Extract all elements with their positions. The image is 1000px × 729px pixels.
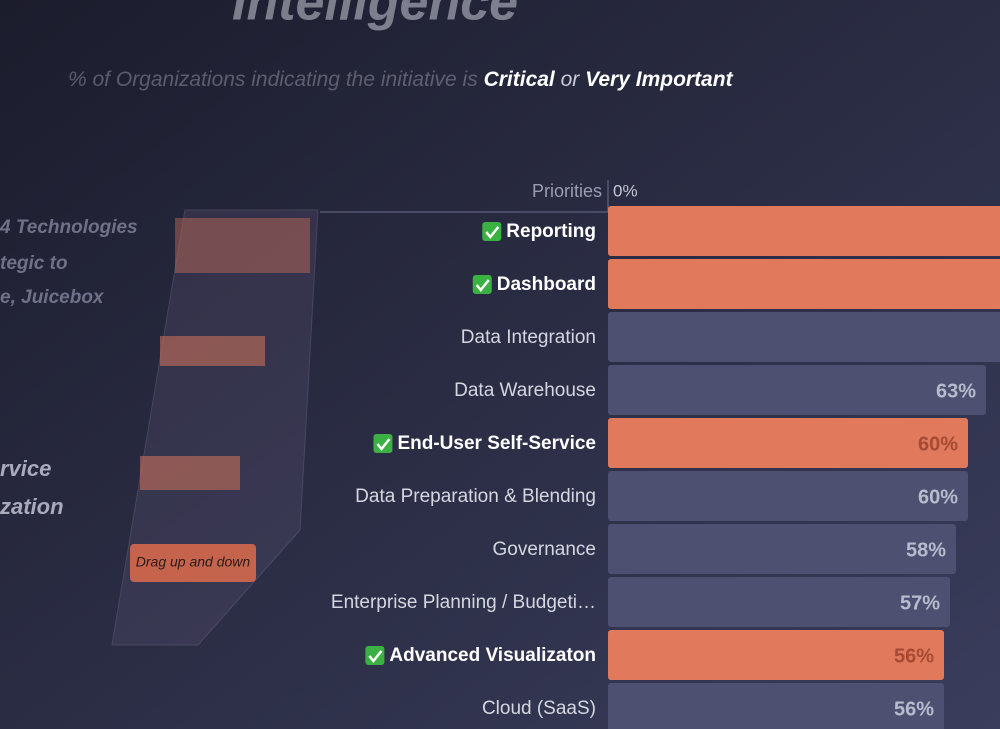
scroll-mark [175, 218, 310, 273]
value-label: 56% [894, 698, 934, 720]
value-label: 63% [936, 380, 976, 402]
category-axis-label: Priorities [532, 181, 602, 201]
subtitle-strong: Critical [484, 68, 556, 91]
side-text: zation [0, 494, 64, 519]
category-label: Cloud (SaaS) [482, 698, 596, 719]
check-mark [475, 279, 490, 293]
check-icon [373, 434, 393, 453]
subtitle: % of Organizations indicating the initia… [68, 68, 734, 91]
side-panel: Drag up and down [111, 209, 319, 646]
subtitle-joiner: or [561, 68, 581, 91]
bar [608, 312, 1000, 362]
drag-button[interactable] [130, 544, 256, 582]
category-label: Governance [492, 539, 596, 560]
bar [608, 259, 1000, 309]
bar [608, 577, 950, 627]
title: Intelligence [232, 0, 518, 32]
check-mark [368, 650, 383, 664]
value-label: 56% [894, 645, 934, 667]
value-label: 57% [900, 592, 940, 614]
subtitle-strong: Very Important [585, 68, 733, 91]
subtitle-lead: % of Organizations indicating the initia… [68, 68, 478, 91]
x-tick-label: 0% [613, 181, 638, 200]
category-label: Data Preparation & Blending [355, 486, 596, 507]
check-icon [472, 275, 492, 294]
bar [608, 524, 956, 574]
side-text: tegic to [0, 253, 68, 274]
category-label: Advanced Visualizaton [389, 645, 596, 666]
drag-button-label[interactable]: Drag up and down [136, 554, 251, 570]
check-mark [376, 438, 391, 452]
category-label: End-User Self-Service [397, 433, 596, 454]
side-text: 4 Technologies [0, 217, 138, 238]
bar [608, 418, 968, 468]
scroll-mark [140, 456, 240, 490]
value-label: 60% [918, 486, 958, 508]
bar [608, 630, 944, 680]
check-icon [482, 222, 502, 241]
side-text: rvice [0, 456, 51, 481]
category-label: Data Warehouse [454, 380, 596, 401]
scroll-mark [160, 336, 265, 366]
category-label: Enterprise Planning / Budgeti… [331, 592, 596, 613]
scroll-track [111, 209, 319, 646]
category-label: Reporting [506, 221, 596, 242]
category-label: Data Integration [461, 327, 596, 348]
value-label: 60% [918, 433, 958, 455]
check-icon [365, 646, 385, 665]
category-label: Dashboard [497, 274, 596, 295]
check-mark [485, 226, 500, 240]
side-text: e, Juicebox [0, 287, 105, 308]
value-label: 58% [906, 539, 946, 561]
bar [608, 471, 968, 521]
bar [608, 365, 986, 415]
bar [608, 206, 1000, 256]
bar [608, 683, 944, 729]
